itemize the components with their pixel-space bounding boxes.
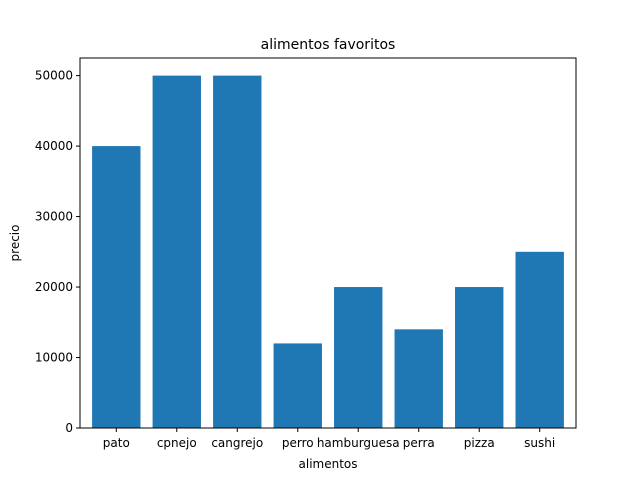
y-tick-label: 30000 <box>35 210 73 224</box>
x-tick-label: perro <box>282 436 314 450</box>
bar-hamburguesa <box>334 287 383 428</box>
bar-pato <box>92 146 141 428</box>
x-tick-label: hamburguesa <box>317 436 400 450</box>
y-tick-label: 10000 <box>35 351 73 365</box>
plot-frame <box>79 57 577 429</box>
x-tick-label: pato <box>103 436 130 450</box>
bar-cpnejo <box>152 75 201 428</box>
x-tick-label: perra <box>403 436 435 450</box>
bars-group <box>92 75 564 428</box>
bar-perra <box>394 329 443 428</box>
bar-pizza <box>455 287 504 428</box>
y-axis-ticks: 0 10000 20000 30000 40000 50000 <box>35 69 80 435</box>
bar-perro <box>273 343 322 428</box>
y-tick-label: 20000 <box>35 280 73 294</box>
x-axis-ticks: pato cpnejo cangrejo perro hamburguesa perra p… <box>103 428 555 450</box>
y-axis-label: precio <box>8 225 22 262</box>
y-tick-label: 40000 <box>35 139 73 153</box>
bar-sushi <box>515 251 564 428</box>
x-tick-label: pizza <box>464 436 495 450</box>
x-tick-label: sushi <box>524 436 555 450</box>
y-tick-label: 50000 <box>35 69 73 83</box>
chart-title: alimentos favoritos <box>261 37 396 53</box>
x-tick-label: cangrejo <box>211 436 263 450</box>
y-tick-label: 0 <box>65 421 73 435</box>
x-tick-label: cpnejo <box>157 436 197 450</box>
bar-cangrejo <box>213 75 262 428</box>
x-axis-label: alimentos <box>299 457 358 471</box>
